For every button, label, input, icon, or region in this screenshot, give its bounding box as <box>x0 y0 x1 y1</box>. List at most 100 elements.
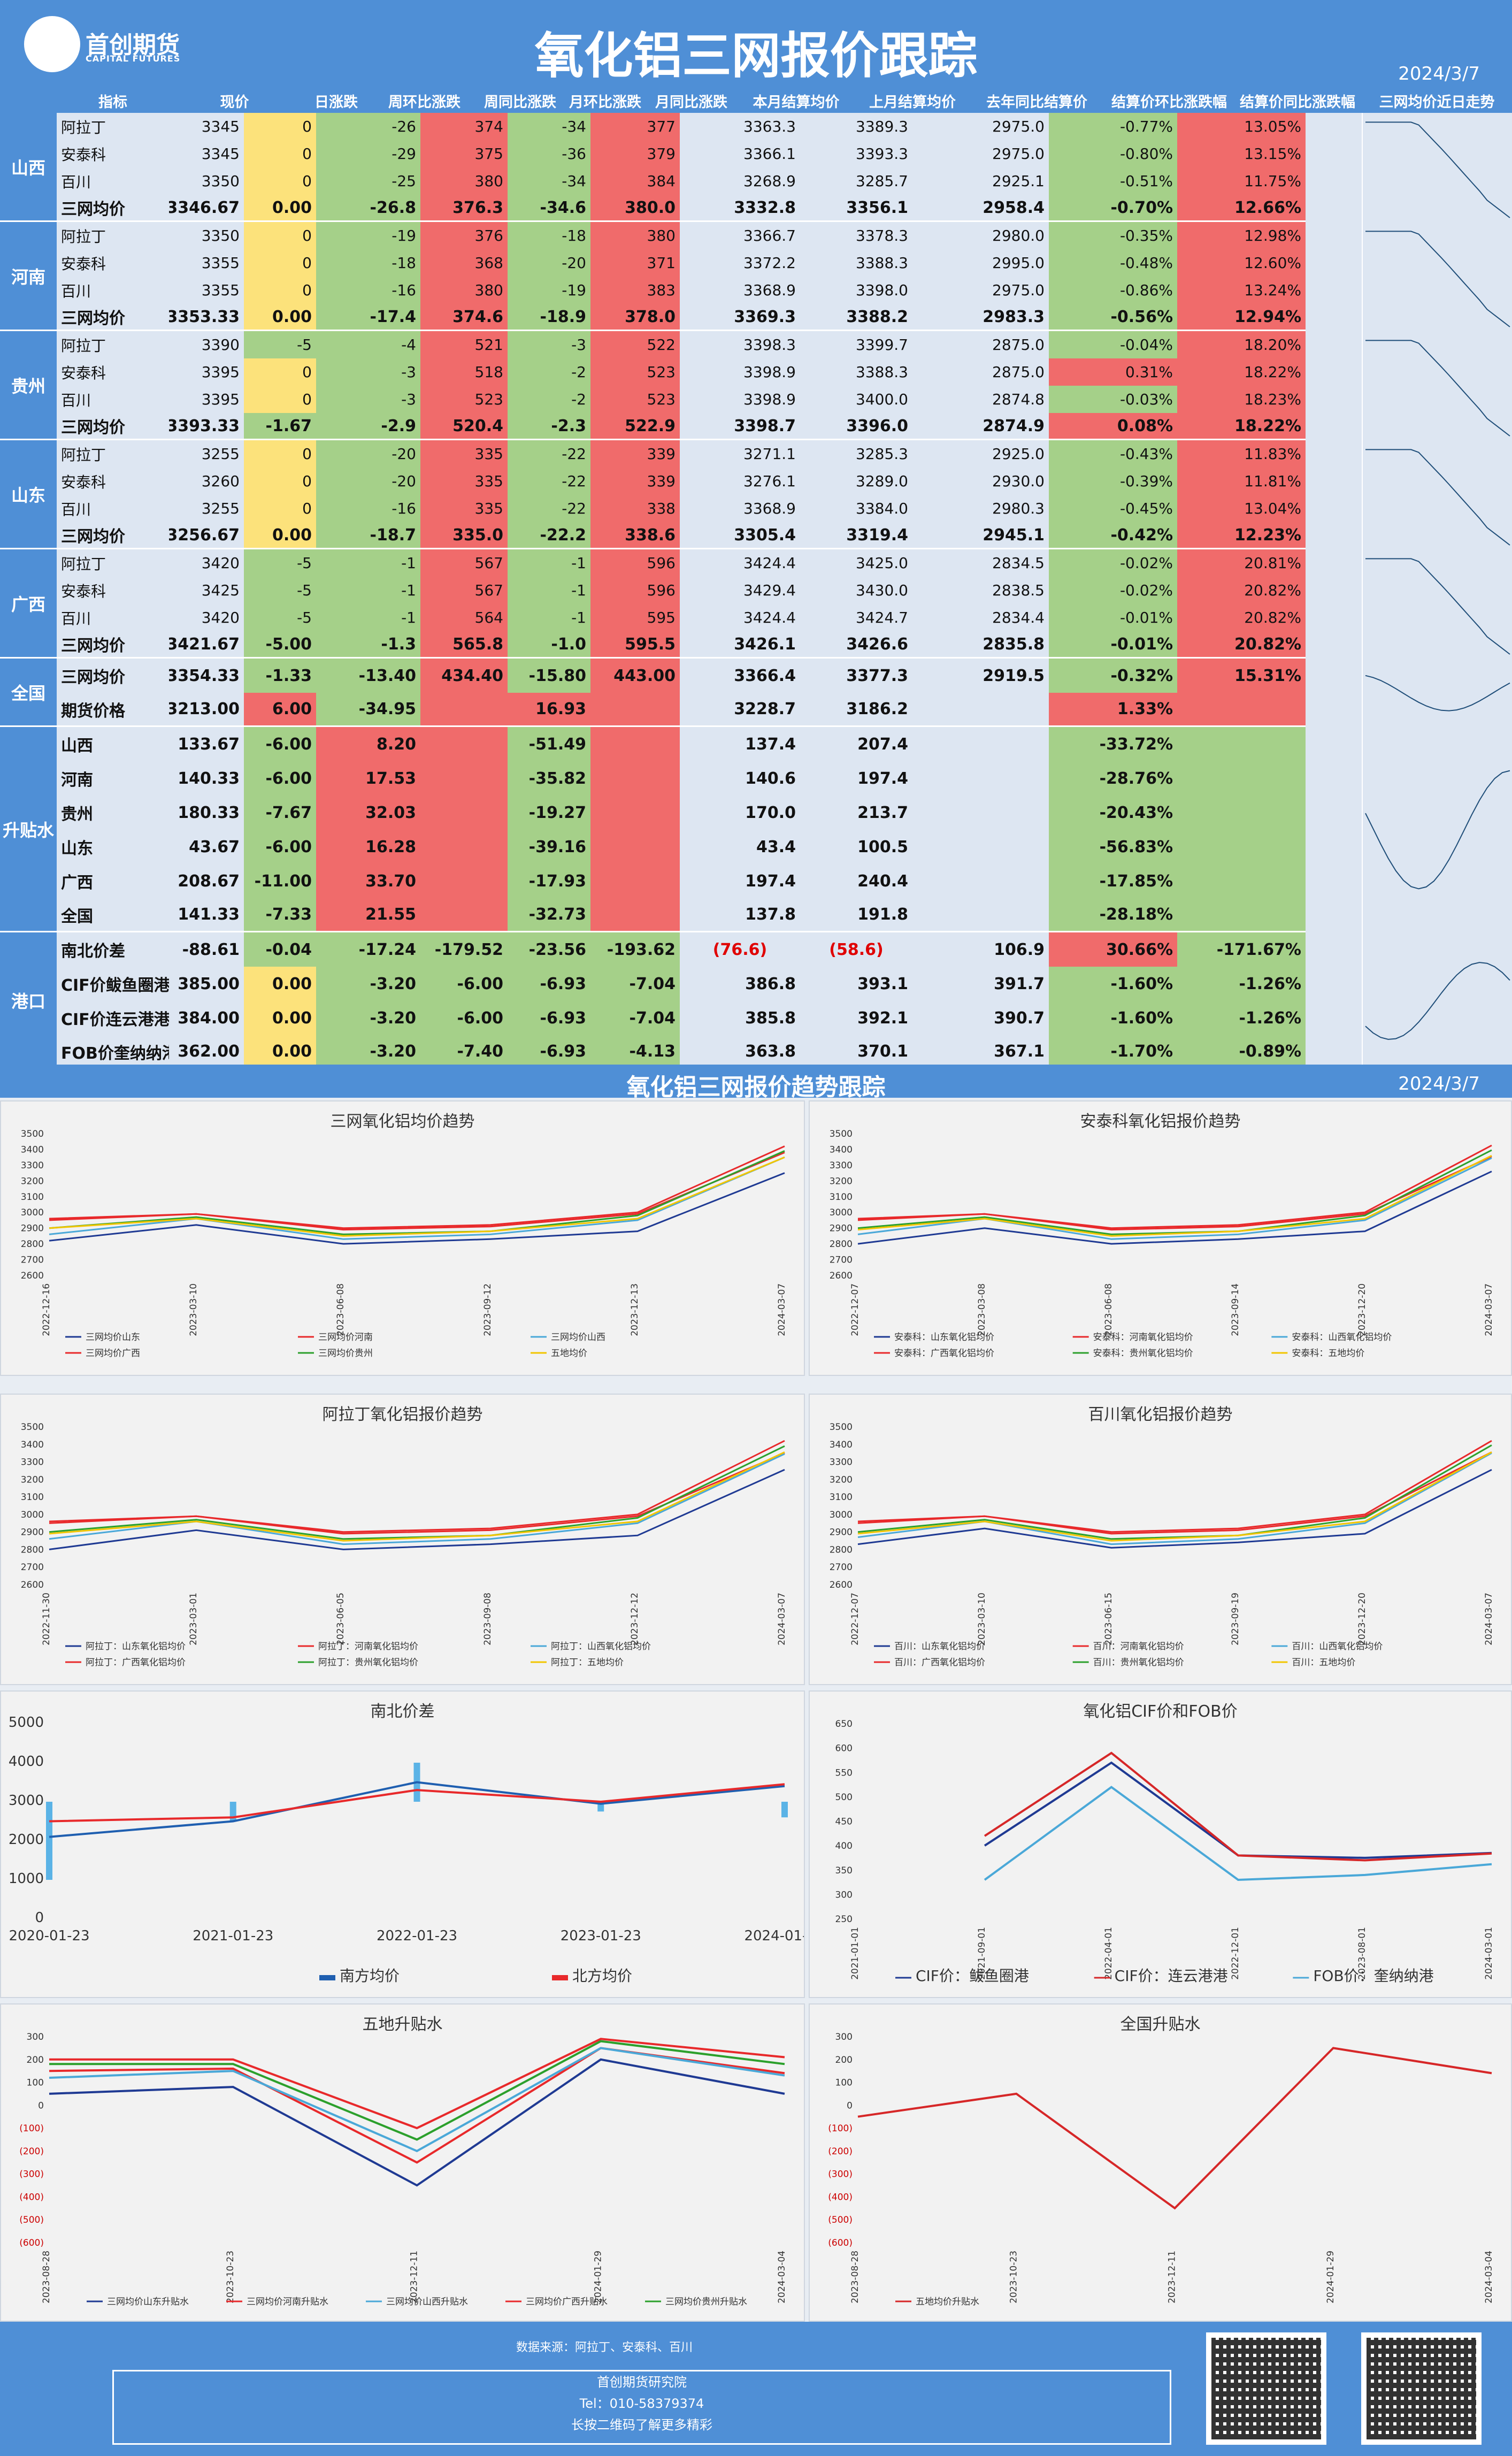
table-cell: 565.8 <box>420 631 508 659</box>
legend-label: 阿拉丁：广西氧化铝均价 <box>86 1657 186 1668</box>
y-tick-label: 350 <box>835 1865 853 1876</box>
table-cell: 3213.00 <box>169 693 244 727</box>
sparkline-line <box>1365 231 1510 327</box>
table-row: 百川 3420 -5 -1 564 -1 595 3424.4 3424.7 2834.4 -0.0… <box>57 604 1362 631</box>
x-tick-label: 2023-12-11 <box>1167 2251 1178 2304</box>
table-cell <box>912 830 1049 864</box>
table-row: 百川 3355 0 -16 380 -19 383 3368.9 3398.0 2975.0 -0.… <box>57 277 1362 304</box>
x-tick-label: 2023-12-20 <box>1357 1283 1368 1336</box>
table-cell: 21.55 <box>316 898 420 932</box>
table-cell: -1 <box>508 604 590 631</box>
sparkline-line <box>1365 449 1510 546</box>
table-cell: 2925.1 <box>912 167 1049 195</box>
table-cell: 3393.33 <box>169 413 244 440</box>
table-cell: 3355 <box>169 249 244 277</box>
table-cell: 18.22% <box>1177 413 1306 440</box>
table-cell: 3398.9 <box>680 358 800 386</box>
sparkline-line <box>1365 121 1510 218</box>
table-cell: 3369.3 <box>680 304 800 331</box>
table-cell: 16.28 <box>316 830 420 864</box>
table-cell <box>912 898 1049 932</box>
table-cell: -2.9 <box>316 413 420 440</box>
x-tick-label: 2023-12-12 <box>630 1593 640 1646</box>
legend-label: 三网均价贵州升贴水 <box>665 2297 747 2307</box>
y-tick-label: 3200 <box>830 1474 853 1485</box>
table-cell <box>590 795 680 830</box>
x-tick-label: 2023-09-19 <box>1230 1593 1241 1646</box>
table-cell: 0 <box>244 249 316 277</box>
table-cell: 2834.4 <box>912 604 1049 631</box>
table-row: 阿拉丁 3420 -5 -1 567 -1 596 3424.4 3425.0 2834.5 -0.… <box>57 549 1362 577</box>
table-cell: 100.5 <box>800 830 912 864</box>
region-label: 河南 <box>0 222 57 331</box>
y-tick-label: 2800 <box>21 1544 44 1555</box>
table-cell: 213.7 <box>800 795 912 830</box>
legend-label: 三网均价贵州 <box>318 1348 373 1359</box>
table-row: 广西 208.67 -11.00 33.70 -17.93 197.4 240.4 -17.8… <box>57 864 1362 898</box>
x-tick-label: 2021-01-23 <box>193 1928 273 1944</box>
table-cell: 0.00 <box>244 967 316 1001</box>
table-cell: 百川 <box>57 604 169 631</box>
table-cell <box>590 761 680 795</box>
table-cell: -1 <box>316 577 420 604</box>
column-header: 指标 <box>98 94 127 111</box>
table-cell: -20.43% <box>1049 795 1177 830</box>
table-cell: 30.66% <box>1049 932 1177 967</box>
table-cell: 390.7 <box>912 1001 1049 1035</box>
table-cell: 376 <box>420 222 508 249</box>
y-tick-label: 3100 <box>21 1492 44 1503</box>
table-cell: 2875.0 <box>912 331 1049 358</box>
table-cell: 3366.4 <box>680 659 800 693</box>
table-cell: 434.40 <box>420 659 508 693</box>
y-tick-label: 1000 <box>9 1871 44 1887</box>
chart-panel: 三网氧化铝均价趋势 2600 2700 2800 2900 3000 3100 3200 330… <box>0 1100 805 1376</box>
table-cell: 3268.9 <box>680 167 800 195</box>
table-cell: 三网均价 <box>57 659 169 693</box>
table-cell: 3271.1 <box>680 440 800 468</box>
org-name: 首创期货研究院 <box>597 2375 687 2390</box>
table-cell: 374 <box>420 113 508 140</box>
x-tick-label: 2020-01-23 <box>9 1928 89 1944</box>
y-tick-label: 2900 <box>21 1223 44 1234</box>
table-cell: 3228.7 <box>680 693 800 727</box>
trend-sparkline <box>1362 440 1512 549</box>
table-cell: 335 <box>420 440 508 468</box>
table-cell: -17.93 <box>508 864 590 898</box>
table-cell: 11.83% <box>1177 440 1306 468</box>
table-cell: 43.4 <box>680 830 800 864</box>
table-cell: 3395 <box>169 386 244 413</box>
legend-label: CIF价：连云港港 <box>1115 1967 1228 1985</box>
table-cell: 380 <box>420 167 508 195</box>
chart-panel: 氧化铝CIF价和FOB价 250 300 350 400 450 500 550 600 650 2… <box>809 1690 1512 1998</box>
table-cell: 380 <box>590 222 680 249</box>
table-cell: 367.1 <box>912 1035 1049 1069</box>
x-tick-label: 2022-01-23 <box>377 1928 457 1944</box>
table-cell: 3319.4 <box>800 522 912 549</box>
y-tick-label: 2700 <box>21 1255 44 1266</box>
table-row: 安泰科 3260 0 -20 335 -22 339 3276.1 3289.0 2930.0 -0… <box>57 468 1362 495</box>
table-cell: 3345 <box>169 113 244 140</box>
legend-label: 百川：贵州氧化铝均价 <box>1093 1657 1184 1668</box>
contact-box: 首创期货研究院 Tel：010-58379374 长按二维码了解更多精彩 <box>112 2370 1171 2445</box>
column-header: 本月结算均价 <box>753 94 840 111</box>
series-line <box>49 1156 785 1237</box>
x-tick-label: 2023-10-23 <box>1008 2251 1019 2304</box>
table-cell: -15.80 <box>508 659 590 693</box>
table-cell: 12.23% <box>1177 522 1306 549</box>
x-tick-label: 2024-03-04 <box>1484 2251 1494 2304</box>
table-cell: -28.76% <box>1049 761 1177 795</box>
series-line <box>49 1781 785 1838</box>
table-cell: 3186.2 <box>800 693 912 727</box>
table-cell: 6.00 <box>244 693 316 727</box>
table-cell: 2980.0 <box>912 222 1049 249</box>
trend-sparkline <box>1362 549 1512 659</box>
table-cell: -56.83% <box>1049 830 1177 864</box>
x-tick-label: 2023-06-08 <box>1103 1283 1114 1336</box>
table-cell: -1.60% <box>1049 967 1177 1001</box>
table-cell: 0.08% <box>1049 413 1177 440</box>
y-tick-label: 3100 <box>830 1492 853 1503</box>
table-cell: 1.33% <box>1049 693 1177 727</box>
legend-label: 百川：河南氧化铝均价 <box>1093 1641 1184 1652</box>
table-cell: 197.4 <box>680 864 800 898</box>
table-cell: -20 <box>316 440 420 468</box>
